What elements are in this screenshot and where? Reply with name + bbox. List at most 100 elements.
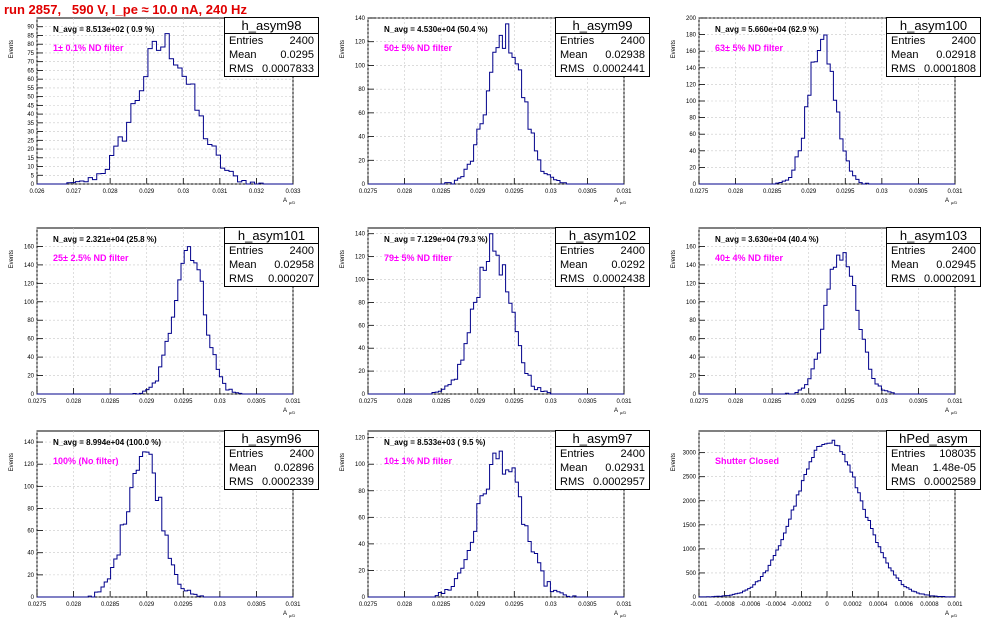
- y-tick-label: 40: [358, 135, 365, 141]
- x-tick-label: 0.026: [29, 189, 45, 195]
- x-axis-label: A: [614, 198, 618, 204]
- x-tick-label: 0.03: [214, 602, 226, 608]
- y-tick-label: 120: [686, 82, 697, 88]
- y-tick-label: 0: [362, 182, 366, 188]
- stat-value: 2400: [289, 448, 314, 460]
- stat-value: 2400: [620, 245, 645, 257]
- stat-row-rms: RMS 0.0002091: [887, 272, 980, 286]
- stat-label: Entries: [560, 35, 595, 47]
- x-tick-label: 0.028: [728, 189, 744, 195]
- y-tick-label: 50: [27, 95, 34, 101]
- stat-value: 2400: [289, 35, 314, 47]
- stat-label: RMS: [560, 476, 585, 488]
- x-axis-label: A: [945, 611, 949, 617]
- filter-note: 63± 5% ND filter: [715, 43, 783, 53]
- x-axis-label-subscript: μ/D: [620, 613, 626, 618]
- y-tick-label: 200: [686, 16, 697, 22]
- y-tick-label: 140: [24, 440, 35, 446]
- x-tick-label: 0.028: [397, 189, 413, 195]
- x-tick-label: 0.032: [249, 189, 265, 195]
- x-tick-label: 0.03: [177, 189, 189, 195]
- y-axis-label: Events: [671, 250, 677, 268]
- stat-label: RMS: [891, 273, 916, 285]
- y-axis-label: Events: [340, 453, 346, 471]
- y-tick-label: 160: [24, 244, 35, 250]
- stat-value: 2400: [620, 448, 645, 460]
- stat-row-entries: Entries 2400: [225, 34, 318, 48]
- stat-row-rms: RMS 0.0002957: [556, 475, 649, 489]
- y-tick-label: 140: [355, 16, 366, 22]
- filter-note: 1± 0.1% ND filter: [53, 43, 124, 53]
- stat-value: 2400: [620, 35, 645, 47]
- stat-box: h_asym97 Entries 2400 Mean 0.02931 RMS 0.00029…: [555, 430, 650, 490]
- x-axis-label-subscript: μ/D: [620, 410, 626, 415]
- x-tick-label: 0.0008: [920, 602, 939, 608]
- y-tick-label: 80: [689, 318, 696, 324]
- y-tick-label: 55: [27, 86, 34, 92]
- y-tick-label: 80: [358, 87, 365, 93]
- stat-value: 2400: [951, 35, 976, 47]
- y-tick-label: 60: [358, 323, 365, 329]
- x-tick-label: 0.031: [212, 189, 228, 195]
- stat-row-mean: Mean 0.02938: [556, 48, 649, 62]
- x-tick-label: 0.027: [66, 189, 82, 195]
- histogram-series: [698, 439, 956, 598]
- stat-value: 0.0002957: [593, 476, 645, 488]
- histogram-series: [368, 450, 624, 598]
- x-tick-label: 0.0305: [247, 399, 266, 405]
- y-tick-label: 1500: [683, 523, 697, 529]
- stat-label: Mean: [229, 259, 257, 271]
- y-axis-label: Events: [671, 40, 677, 58]
- y-tick-label: 120: [355, 436, 366, 442]
- stat-row-mean: Mean 0.02931: [556, 461, 649, 475]
- x-tick-label: 0.0305: [578, 602, 597, 608]
- y-tick-label: 80: [358, 300, 365, 306]
- stat-value: 0.02918: [936, 49, 976, 61]
- histogram-series: [368, 23, 624, 185]
- y-tick-label: 140: [686, 263, 697, 269]
- histogram-title: h_asym103: [887, 228, 980, 244]
- stat-label: Entries: [229, 35, 264, 47]
- y-axis-label: Events: [340, 250, 346, 268]
- y-tick-label: 60: [358, 111, 365, 117]
- x-axis-label-subscript: μ/D: [289, 613, 295, 618]
- stat-row-entries: Entries 2400: [887, 34, 980, 48]
- x-tick-label: -0.0004: [766, 602, 787, 608]
- x-tick-label: 0.028: [66, 602, 82, 608]
- y-tick-label: 0: [362, 392, 366, 398]
- y-tick-label: 3000: [683, 451, 697, 457]
- y-tick-label: 140: [355, 232, 366, 238]
- stat-value: 0.0007833: [262, 63, 314, 75]
- y-tick-label: 160: [686, 49, 697, 55]
- x-tick-label: 0.0305: [909, 189, 928, 195]
- y-tick-label: 120: [355, 40, 366, 46]
- x-tick-label: 0.029: [470, 189, 486, 195]
- y-tick-label: 80: [358, 489, 365, 495]
- x-tick-label: 0.028: [66, 399, 82, 405]
- stat-row-rms: RMS 0.0002438: [556, 272, 649, 286]
- navg-label: N_avg = 2.321e+04 (25.8 %): [53, 235, 157, 244]
- x-tick-label: 0.0285: [763, 189, 782, 195]
- histogram-title: h_asym100: [887, 18, 980, 34]
- x-tick-label: 0.0285: [763, 399, 782, 405]
- x-axis-label: A: [614, 408, 618, 414]
- y-tick-label: 80: [27, 318, 34, 324]
- stat-label: Entries: [229, 448, 264, 460]
- navg-label: N_avg = 4.530e+04 (50.4 %): [384, 25, 488, 34]
- y-tick-label: 10: [27, 165, 34, 171]
- stat-box: hPed_asym Entries 108035 Mean 1.48e-05 RMS 0.0…: [886, 430, 981, 490]
- x-tick-label: -0.001: [690, 602, 708, 608]
- stat-label: Entries: [891, 245, 926, 257]
- y-tick-label: 70: [27, 60, 34, 66]
- y-tick-label: 25: [27, 138, 34, 144]
- x-tick-label: 0.0295: [505, 399, 524, 405]
- y-tick-label: 2000: [683, 499, 697, 505]
- x-tick-label: 0.0285: [101, 602, 120, 608]
- y-tick-label: 80: [27, 42, 34, 48]
- histogram-title: h_asym102: [556, 228, 649, 244]
- navg-label: N_avg = 8.533e+03 ( 9.5 %): [384, 438, 486, 447]
- x-tick-label: 0.0295: [174, 399, 193, 405]
- x-tick-label: 0.03: [214, 399, 226, 405]
- x-tick-label: 0.0275: [359, 189, 378, 195]
- x-tick-label: 0.0275: [690, 399, 709, 405]
